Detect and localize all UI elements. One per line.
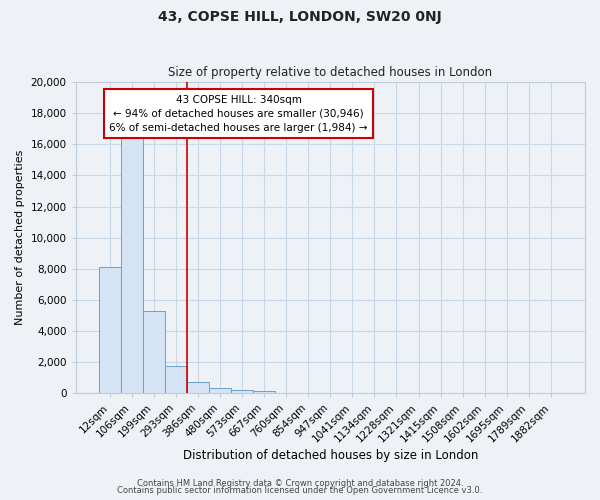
Bar [231, 390, 253, 394]
Y-axis label: Number of detached properties: Number of detached properties [15, 150, 25, 326]
Bar [209, 388, 231, 394]
Text: 43, COPSE HILL, LONDON, SW20 0NJ: 43, COPSE HILL, LONDON, SW20 0NJ [158, 10, 442, 24]
Bar [187, 382, 209, 394]
Title: Size of property relative to detached houses in London: Size of property relative to detached ho… [168, 66, 493, 80]
Bar [121, 136, 143, 394]
Text: Contains HM Land Registry data © Crown copyright and database right 2024.: Contains HM Land Registry data © Crown c… [137, 478, 463, 488]
X-axis label: Distribution of detached houses by size in London: Distribution of detached houses by size … [182, 450, 478, 462]
Bar [253, 391, 275, 394]
Bar [143, 311, 165, 394]
Text: Contains public sector information licensed under the Open Government Licence v3: Contains public sector information licen… [118, 486, 482, 495]
Bar [165, 366, 187, 394]
Bar [99, 268, 121, 394]
Text: 43 COPSE HILL: 340sqm
← 94% of detached houses are smaller (30,946)
6% of semi-d: 43 COPSE HILL: 340sqm ← 94% of detached … [109, 94, 368, 132]
